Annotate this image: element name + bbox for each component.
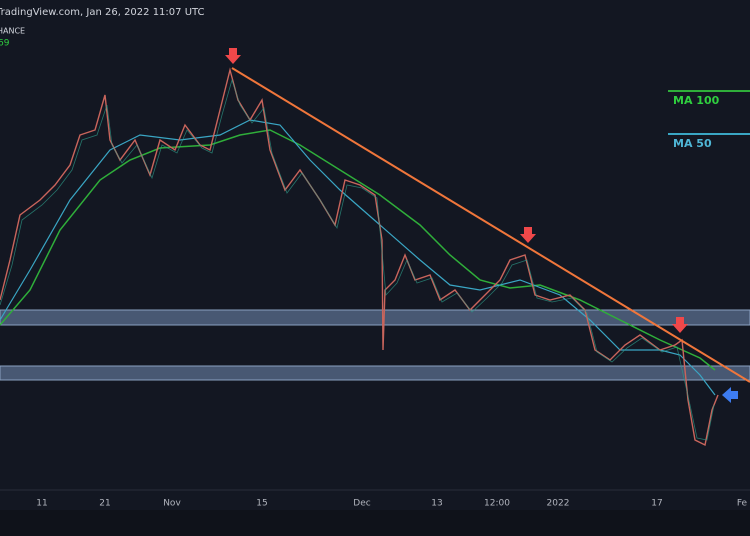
bottom-strip [0,510,750,536]
x-tick-label: Dec [353,499,370,509]
ma100-line [0,129,716,371]
x-axis: 11 21 Nov 15 Dec 13 12:00 2022 17 Fe [36,499,747,509]
red-arrow [225,48,241,64]
x-tick-label: 13 [431,499,442,509]
blue-arrow [722,387,738,403]
ma50-label: MA 50 [673,137,712,150]
price-shadow [0,78,715,441]
red-arrow [520,227,536,243]
x-tick-label: Nov [163,499,181,509]
red-arrows [225,48,688,333]
x-tick-label: 11 [36,499,47,509]
x-tick-label: 15 [256,499,267,509]
header-source: TradingView.com, Jan 26, 2022 11:07 UTC [0,7,205,18]
support-zone [0,365,750,381]
exchange-label: HANCE [0,27,25,36]
x-tick-label: 12:00 [484,499,510,509]
x-tick-label: 17 [651,499,662,509]
x-tick-label: Fe [737,499,748,509]
red-arrow [672,317,688,333]
ma100-label: MA 100 [673,94,720,107]
x-tick-label: 21 [99,499,110,509]
indicator-value: 69 [0,39,10,49]
x-tick-label: 2022 [547,499,570,509]
trend-line [231,67,750,383]
resistance-zone [0,309,750,326]
